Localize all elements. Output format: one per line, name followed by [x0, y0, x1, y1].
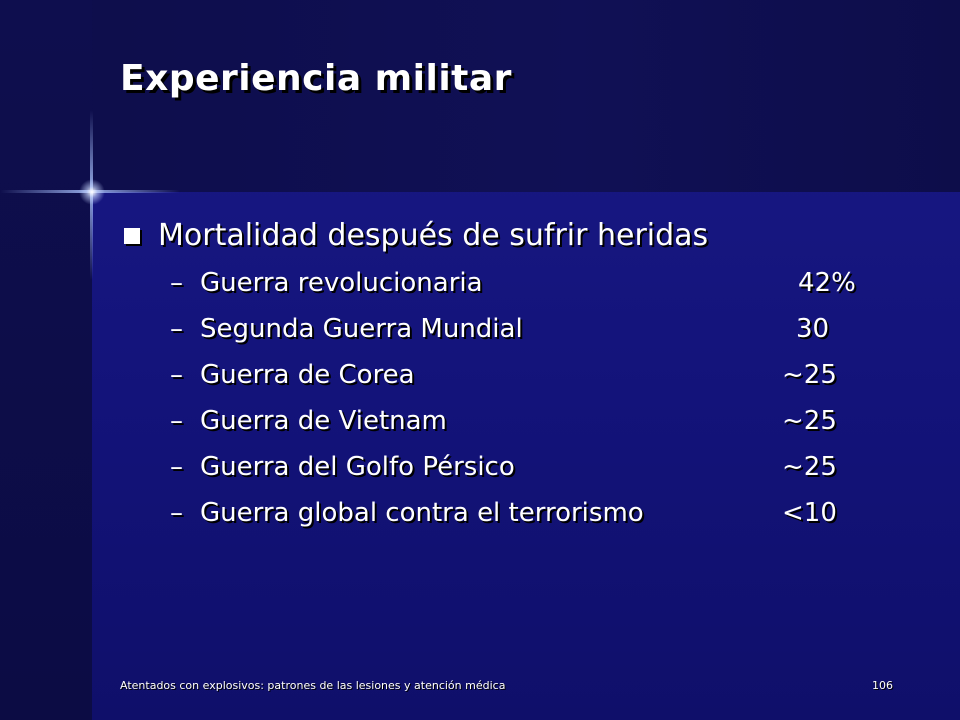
war-name: Guerra global contra el terrorismo [200, 498, 644, 528]
list-item: – Guerra revolucionaria 42% [170, 268, 890, 314]
mortality-value: ~25 [782, 406, 837, 436]
mortality-value: 30 [796, 314, 830, 344]
war-name: Guerra de Corea [200, 360, 415, 390]
list-item: – Guerra de Corea ~25 [170, 360, 890, 406]
mortality-value: ~25 [782, 452, 837, 482]
mortality-value: 42% [798, 268, 856, 298]
main-bullet: Mortalidad después de sufrir heridas [124, 218, 708, 253]
war-name: Guerra del Golfo Pérsico [200, 452, 515, 482]
dash-bullet: – [170, 498, 183, 528]
title-band-background [0, 0, 960, 192]
list-item: – Guerra del Golfo Pérsico ~25 [170, 452, 890, 498]
list-item: – Segunda Guerra Mundial 30 [170, 314, 890, 360]
slide-title: Experiencia militar [120, 58, 512, 99]
war-mortality-list: – Guerra revolucionaria 42% – Segunda Gu… [170, 268, 890, 544]
list-item: – Guerra de Vietnam ~25 [170, 406, 890, 452]
left-band-background [0, 0, 92, 720]
square-bullet-icon [124, 227, 140, 244]
war-name: Guerra de Vietnam [200, 406, 447, 436]
main-bullet-text: Mortalidad después de sufrir heridas [158, 218, 709, 253]
dash-bullet: – [170, 314, 183, 344]
war-name: Segunda Guerra Mundial [200, 314, 523, 344]
dash-bullet: – [170, 360, 183, 390]
dash-bullet: – [170, 452, 183, 482]
footer-text: Atentados con explosivos: patrones de la… [120, 679, 506, 692]
mortality-value: <10 [782, 498, 837, 528]
mortality-value: ~25 [782, 360, 837, 390]
page-number: 106 [872, 679, 893, 692]
list-item: – Guerra global contra el terrorismo <10 [170, 498, 890, 544]
sparkle-star-icon [79, 179, 105, 205]
war-name: Guerra revolucionaria [200, 268, 483, 298]
dash-bullet: – [170, 268, 183, 298]
dash-bullet: – [170, 406, 183, 436]
